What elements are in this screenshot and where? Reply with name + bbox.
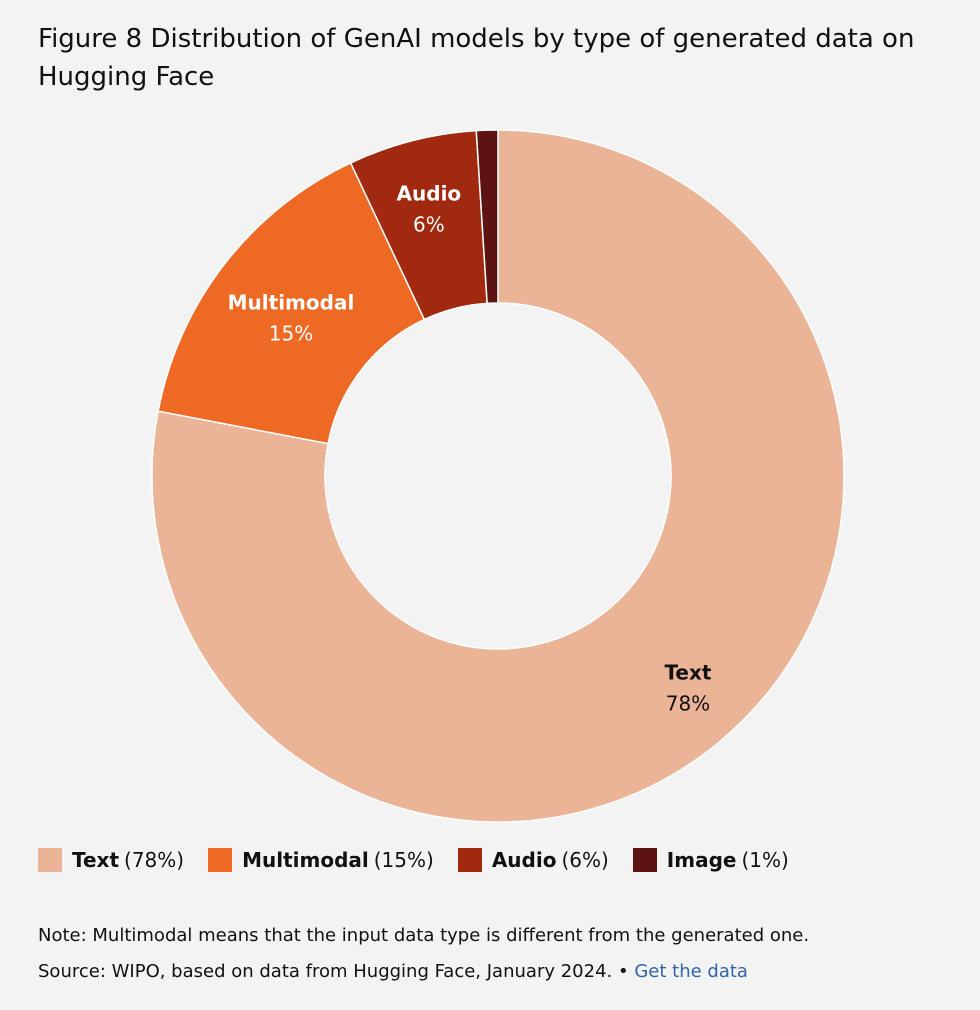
legend-value-multimodal: (15%) <box>373 848 434 872</box>
chart-title: Figure 8 Distribution of GenAI models by… <box>38 24 915 92</box>
donut-segment-labels: Text 78% Multimodal 15% Audio 6% <box>228 182 712 716</box>
legend-item-multimodal[interactable]: Multimodal (15%) <box>208 848 434 872</box>
segment-value-audio: 6% <box>413 213 445 237</box>
donut-chart: Text 78% Multimodal 15% Audio 6% <box>151 129 845 823</box>
legend-label-multimodal: Multimodal <box>242 848 369 872</box>
legend-swatch-text <box>38 848 62 872</box>
legend: Text (78%) Multimodal (15%) Audio (6%) I… <box>38 848 813 872</box>
donut-segment-text[interactable] <box>151 129 845 823</box>
segment-label-multimodal: Multimodal <box>228 290 355 314</box>
note-text: Note: Multimodal means that the input da… <box>38 925 810 946</box>
source-text: Source: WIPO, based on data from Hugging… <box>38 961 629 982</box>
segment-value-text: 78% <box>666 692 710 716</box>
legend-item-audio[interactable]: Audio (6%) <box>457 848 609 872</box>
legend-value-text: (78%) <box>124 848 185 872</box>
legend-swatch-audio <box>457 848 482 872</box>
source-line: Source: WIPO, based on data from Hugging… <box>38 954 809 990</box>
donut-segment-image[interactable] <box>475 129 499 305</box>
legend-item-image[interactable]: Image (1%) <box>632 848 789 872</box>
donut-segments <box>151 129 845 823</box>
legend-swatch-image <box>632 848 657 872</box>
donut-segment-multimodal[interactable] <box>157 161 426 445</box>
segment-value-multimodal: 15% <box>269 321 313 345</box>
legend-swatch-multimodal <box>208 848 233 872</box>
chart-footnote: Note: Multimodal means that the input da… <box>38 918 809 990</box>
segment-label-text: Text <box>664 661 711 685</box>
legend-value-image: (1%) <box>741 848 789 872</box>
legend-label-text: Text <box>72 848 120 872</box>
legend-item-text[interactable]: Text (78%) <box>38 848 184 872</box>
get-the-data-link[interactable]: Get the data <box>634 961 748 982</box>
legend-value-audio: (6%) <box>561 848 609 872</box>
legend-label-image: Image <box>666 848 737 872</box>
legend-label-audio: Audio <box>491 848 557 872</box>
segment-label-audio: Audio <box>397 182 462 206</box>
